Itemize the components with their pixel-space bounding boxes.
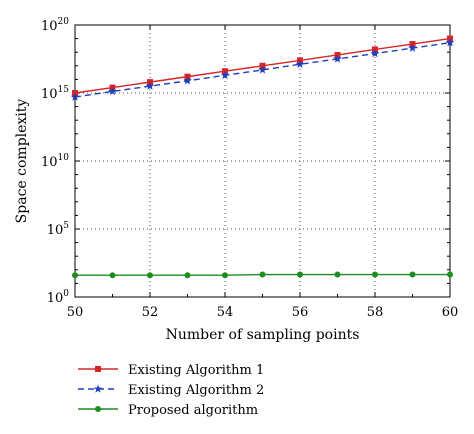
x-tick-label: 52 — [142, 305, 159, 320]
series-2-point — [183, 76, 192, 85]
y-tick-label: 1010 — [41, 153, 69, 170]
legend-label-3: Proposed algorithm — [128, 403, 258, 418]
y-tick-label: 1015 — [41, 85, 69, 102]
series-2-point — [445, 38, 455, 47]
legend-marker-2 — [93, 384, 103, 393]
series-3-point — [334, 271, 341, 278]
series-2-point — [295, 59, 305, 68]
y-axis-label: Space complexity — [14, 99, 30, 224]
axes: 50 52 54 56 58 60 100 105 1010 1015 1020 — [41, 17, 458, 320]
legend-label-2: Existing Algorithm 2 — [128, 383, 264, 398]
x-tick-label: 50 — [67, 305, 84, 320]
series-3-point — [147, 272, 153, 279]
series-3-point — [72, 272, 78, 279]
series-3-point — [297, 271, 303, 278]
series-2-point — [220, 70, 230, 79]
series-2-point — [370, 49, 380, 58]
series-2-point — [333, 54, 342, 63]
y-tick-label: 1020 — [41, 17, 69, 34]
y-tick-label: 105 — [47, 221, 70, 238]
legend-marker-1 — [95, 366, 101, 372]
series-group — [70, 35, 455, 279]
series-3-point — [372, 271, 378, 278]
series-2-point — [408, 43, 417, 52]
series-3-point — [447, 271, 453, 278]
series-line-2 — [74, 41, 451, 98]
series-3-point — [222, 272, 228, 279]
series-2-point — [145, 81, 155, 90]
legend: Existing Algorithm 1 Existing Algorithm 2… — [78, 363, 264, 418]
series-2-point — [258, 65, 267, 74]
series-3-point — [184, 272, 191, 279]
legend-label-1: Existing Algorithm 1 — [128, 363, 264, 378]
series-2-point — [108, 86, 117, 96]
x-tick-label: 60 — [442, 305, 459, 320]
x-axis-label: Number of sampling points — [166, 327, 360, 343]
y-tick-label: 100 — [47, 289, 70, 306]
series-3-point — [259, 271, 266, 278]
series-3-point — [409, 271, 416, 278]
series-3-point — [109, 272, 116, 279]
series-2-point — [70, 92, 80, 101]
legend-marker-3 — [95, 406, 101, 412]
x-tick-label: 54 — [217, 305, 234, 320]
x-tick-label: 56 — [292, 305, 309, 320]
x-tick-label: 58 — [367, 305, 384, 320]
